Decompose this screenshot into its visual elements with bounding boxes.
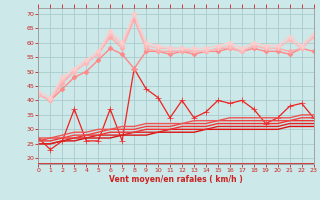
X-axis label: Vent moyen/en rafales ( km/h ): Vent moyen/en rafales ( km/h ): [109, 175, 243, 184]
